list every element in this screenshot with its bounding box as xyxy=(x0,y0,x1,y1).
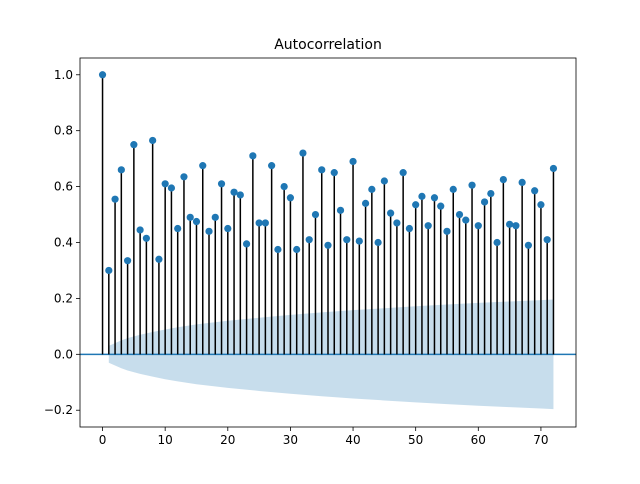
acf-point-lag-2 xyxy=(111,195,119,203)
x-tick-label: 50 xyxy=(408,433,423,447)
chart-title: Autocorrelation xyxy=(274,37,382,53)
acf-point-lag-69 xyxy=(531,187,539,195)
acf-point-lag-32 xyxy=(299,149,307,157)
acf-point-lag-30 xyxy=(286,194,295,202)
acf-point-lag-18 xyxy=(211,213,219,221)
acf-point-lag-57 xyxy=(455,210,464,219)
acf-point-lag-21 xyxy=(230,188,238,196)
acf-point-lag-37 xyxy=(330,169,338,177)
acf-point-lag-27 xyxy=(268,162,276,170)
acf-point-lag-14 xyxy=(186,213,194,221)
acf-point-lag-45 xyxy=(380,177,388,185)
acf-point-lag-13 xyxy=(180,173,188,181)
acf-point-lag-51 xyxy=(418,192,426,200)
acf-point-lag-67 xyxy=(518,178,526,186)
acf-point-lag-48 xyxy=(399,169,407,177)
x-tick-label: 60 xyxy=(471,433,486,447)
acf-point-lag-54 xyxy=(437,202,445,210)
y-tick-label: 0.2 xyxy=(54,291,73,305)
x-tick-label: 40 xyxy=(345,433,360,447)
acf-point-lag-46 xyxy=(387,209,395,217)
acf-point-lag-49 xyxy=(405,224,414,233)
acf-point-lag-59 xyxy=(468,181,476,189)
acf-point-lag-24 xyxy=(249,152,257,160)
acf-point-lag-35 xyxy=(318,166,326,174)
acf-point-lag-5 xyxy=(130,141,138,149)
stems-layer xyxy=(101,74,555,355)
acf-point-lag-42 xyxy=(361,199,370,207)
x-tick-label: 10 xyxy=(158,433,173,447)
y-tick-label: −0.2 xyxy=(44,403,73,417)
acf-point-lag-6 xyxy=(136,226,144,234)
acf-point-lag-43 xyxy=(368,185,376,193)
acf-point-lag-10 xyxy=(161,180,169,188)
y-tick-label: 0.8 xyxy=(54,124,73,138)
x-tick-label: 70 xyxy=(533,433,548,447)
acf-point-lag-28 xyxy=(274,245,282,254)
acf-point-lag-31 xyxy=(293,245,301,254)
y-tick-label: 0.4 xyxy=(54,236,73,250)
y-axis-ticks: −0.2 0.0 0.2 0.4 0.6 0.8 1.0 xyxy=(44,68,80,417)
acf-point-lag-61 xyxy=(480,198,489,206)
x-tick-label: 20 xyxy=(220,433,235,447)
acf-point-lag-9 xyxy=(155,255,163,263)
acf-point-lag-41 xyxy=(355,237,363,245)
acf-point-lag-8 xyxy=(149,136,157,145)
acf-point-lag-47 xyxy=(393,219,401,227)
acf-point-lag-58 xyxy=(462,216,470,224)
acf-point-lag-15 xyxy=(192,217,201,226)
acf-point-lag-72 xyxy=(549,164,558,173)
acf-point-lag-33 xyxy=(305,236,313,244)
acf-point-lag-63 xyxy=(493,238,501,247)
acf-point-lag-66 xyxy=(512,222,520,230)
y-tick-label: 0.6 xyxy=(54,180,73,194)
acf-point-lag-53 xyxy=(430,194,439,202)
acf-point-lag-29 xyxy=(280,182,288,191)
acf-point-lag-39 xyxy=(343,236,351,244)
acf-point-lag-38 xyxy=(336,206,345,214)
acf-point-lag-34 xyxy=(311,210,320,219)
x-axis-ticks: 0 10 20 30 40 50 60 70 xyxy=(99,427,549,447)
acf-point-lag-56 xyxy=(449,185,457,193)
acf-point-lag-11 xyxy=(167,184,176,192)
acf-point-lag-4 xyxy=(123,257,132,265)
acf-point-lag-1 xyxy=(105,266,113,275)
acf-point-lag-50 xyxy=(412,201,420,209)
acf-point-lag-25 xyxy=(255,219,263,227)
x-tick-label: 0 xyxy=(99,433,107,447)
acf-point-lag-65 xyxy=(506,220,514,228)
x-tick-label: 30 xyxy=(283,433,298,447)
markers-layer xyxy=(98,71,558,275)
y-tick-label: 1.0 xyxy=(54,68,73,82)
acf-point-lag-3 xyxy=(117,166,125,174)
acf-point-lag-55 xyxy=(443,227,451,235)
acf-point-lag-44 xyxy=(374,238,382,247)
acf-point-lag-52 xyxy=(424,222,432,230)
acf-point-lag-26 xyxy=(261,219,269,227)
acf-point-lag-62 xyxy=(487,189,495,198)
acf-point-lag-71 xyxy=(543,236,551,244)
acf-point-lag-17 xyxy=(205,227,213,235)
acf-point-lag-12 xyxy=(174,224,182,233)
acf-point-lag-70 xyxy=(537,201,545,209)
acf-point-lag-40 xyxy=(349,157,357,166)
acf-point-lag-19 xyxy=(217,180,226,188)
y-tick-label: 0.0 xyxy=(54,347,73,361)
acf-point-lag-7 xyxy=(142,234,150,242)
acf-point-lag-16 xyxy=(199,162,207,170)
acf-point-lag-36 xyxy=(324,241,332,249)
acf-point-lag-22 xyxy=(236,191,244,199)
acf-point-lag-64 xyxy=(499,176,507,184)
acf-point-lag-23 xyxy=(242,240,251,248)
acf-point-lag-20 xyxy=(224,224,232,233)
acf-point-lag-60 xyxy=(474,222,482,230)
acf-point-lag-68 xyxy=(524,241,533,249)
acf-point-lag-0 xyxy=(98,71,107,79)
